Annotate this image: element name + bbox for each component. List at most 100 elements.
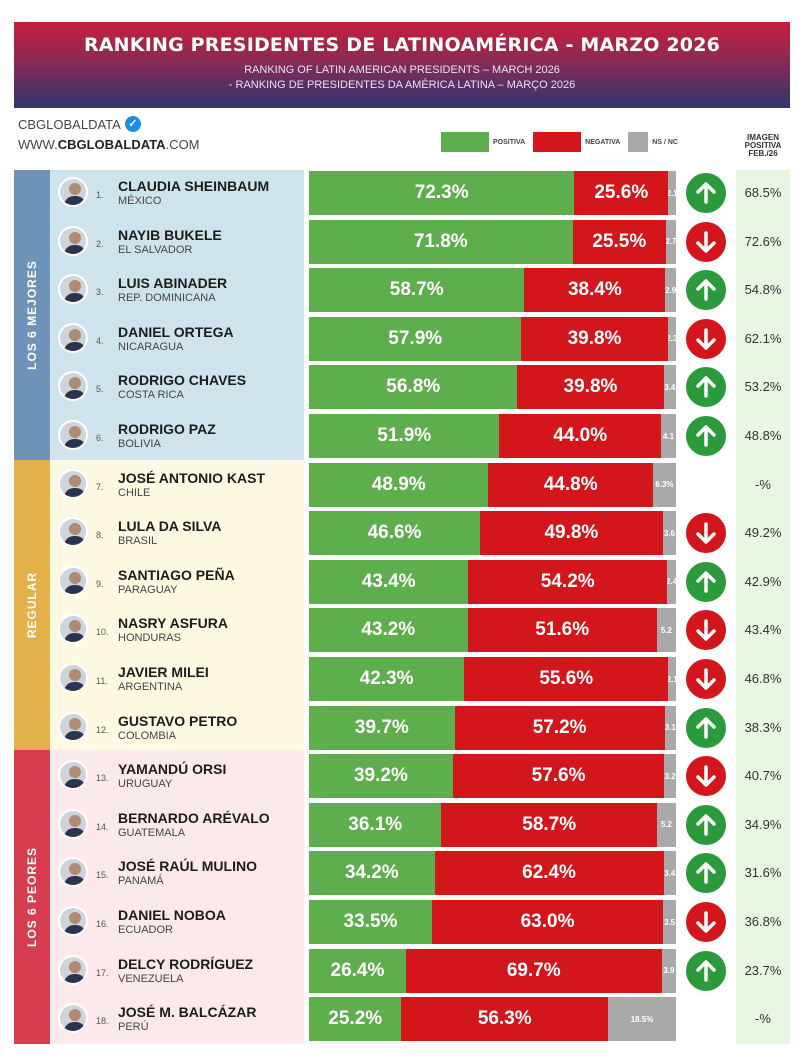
arrow-up-icon [686,853,726,894]
table-row: 17. DELCY RODRÍGUEZ VENEZUELA 26.4% 69.7% 3.9… [0,948,807,996]
previous-positive-image: 68.5% [744,185,782,200]
table-row: 18. JOSÉ M. BALCÁZAR PERÚ 25.2% 56.3% 18.5% -% [0,996,807,1044]
arrow-down-icon [686,610,726,651]
stacked-bar: 57.9% 39.8% 2.3 [309,316,676,361]
rank-number: 18. [96,1016,109,1027]
avatar [58,517,88,548]
country-name: PERÚ [118,1021,149,1034]
stacked-bar: 39.2% 57.6% 3.2 [309,754,676,799]
legend-swatch-positive [441,132,489,152]
subtitle-english: RANKING OF LATIN AMERICAN PRESIDENTS – M… [244,64,560,76]
president-name: JOSÉ ANTONIO KAST [118,469,266,486]
arrow-down-icon [686,318,726,359]
avatar [58,614,88,645]
country-name: BOLIVIA [118,438,161,450]
bar-segment-ns: 5.2 [656,802,676,847]
stacked-bar: 51.9% 44.0% 4.1 [309,414,676,458]
country-name: ARGENTINA [118,681,183,693]
legend-item-ns: NS / NC [628,132,678,152]
bar-segment-negative: 55.6% [464,657,669,701]
country-name: URUGUAY [118,778,173,791]
bar-segment-positive: 71.8% [309,219,573,264]
bar-segment-negative: 63.0% [431,900,664,944]
table-row: 4. DANIEL ORTEGA NICARAGUA 57.9% 39.8% 2.3 62.… [0,316,807,364]
previous-positive-image: 49.2% [744,525,782,541]
arrow-up-icon [686,707,726,748]
rank-number: 5. [96,384,104,395]
arrow-down-icon [686,659,726,699]
stacked-bar: 34.2% 62.4% 3.4 [309,851,676,896]
country-name: NICARAGUA [118,340,184,353]
bar-segment-ns: 18.5% [608,997,676,1042]
brand-block: CBGLOBALDATA ✓ WWW.CBGLOBALDATA.COM [18,116,200,152]
bar-segment-negative: 39.8% [517,365,664,410]
rank-number: 3. [96,287,104,298]
rank-number: 9. [96,578,104,589]
country-name: GUATEMALA [118,826,186,839]
country-name: COSTA RICA [118,389,184,402]
bar-segment-ns: 2.7 [666,219,676,264]
avatar [58,808,88,839]
avatar [58,420,88,450]
bar-segment-positive: 43.4% [309,559,469,604]
header-banner: RANKING PRESIDENTES DE LATINOAMÉRICA - M… [14,22,790,108]
rank-number: 1. [96,190,104,200]
previous-positive-image: 23.7% [744,962,782,978]
table-row: 5. RODRIGO CHAVES COSTA RICA 56.8% 39.8% 3.4 5… [0,364,807,412]
legend-swatch-ns [628,132,649,152]
legend-item-negative: NEGATIVA [533,132,620,152]
image-column-header: IMAGEN POSITIVA FEB./26 [736,134,790,158]
rank-number: 12. [96,724,109,735]
bar-segment-negative: 58.7% [441,802,657,847]
bar-segment-negative: 25.5% [572,219,667,264]
stacked-bar: 43.2% 51.6% 5.2 [309,608,676,653]
bar-segment-positive: 58.7% [309,268,525,313]
bar-segment-positive: 51.9% [309,414,500,458]
bar-segment-negative: 62.4% [434,851,664,896]
previous-positive-image: 43.4% [744,622,782,638]
bar-segment-ns: 4.1 [660,414,676,458]
bar-segment-positive: 56.8% [309,365,518,410]
avatar [58,177,88,207]
rank-number: 13. [96,773,109,784]
rank-number: 4. [96,335,104,346]
country-name: EL SALVADOR [118,243,193,256]
avatar [58,857,88,888]
arrow-down-icon [686,221,726,262]
bar-segment-negative: 51.6% [467,608,657,653]
arrow-up-icon [686,804,726,845]
table-row: 13. YAMANDÚ ORSI URUGUAY 39.2% 57.6% 3.2 40.7% [0,753,807,801]
rank-number: 11. [96,676,108,686]
table-row: 15. JOSÉ RAÚL MULINO PANAMÁ 34.2% 62.4% 3.4 31… [0,850,807,898]
previous-positive-image: 40.7% [744,768,782,784]
stacked-bar: 39.7% 57.2% 3.1 [309,705,676,750]
table-row: 1. CLAUDIA SHEINBAUM MÉXICO 72.3% 25.6% 2.1 68… [0,170,807,218]
group-regular: REGULAR [14,460,304,750]
bar-segment-ns: 3.4 [663,851,676,896]
page-title: RANKING PRESIDENTES DE LATINOAMÉRICA - M… [83,34,721,56]
bar-segment-negative: 39.8% [521,316,668,361]
bar-segment-ns: 3.1 [664,705,676,750]
rank-number: 15. [96,870,109,881]
stacked-bar: 25.2% 56.3% 18.5% [309,997,676,1042]
bar-segment-ns: 2.4 [667,559,676,604]
stacked-bar: 43.4% 54.2% 2.4 [309,559,676,604]
president-name: DANIEL ORTEGA [118,323,234,340]
president-name: JOSÉ RAÚL MULINO [118,858,257,875]
bar-segment-negative: 69.7% [405,948,662,993]
country-name: HONDURAS [118,632,181,645]
table-row: 16. DANIEL NOBOA ECUADOR 33.5% 63.0% 3.5 36.8% [0,899,807,947]
arrow-up-icon [686,173,726,213]
bar-segment-ns: 5.2 [656,608,676,653]
brand-url-prefix: WWW. [18,137,58,152]
arrow-down-icon [686,756,726,797]
avatar [58,711,88,742]
bar-segment-negative: 57.6% [452,754,665,799]
brand-url[interactable]: WWW.CBGLOBALDATA.COM [18,137,200,152]
rank-number: 16. [96,919,109,929]
table-row: 7. JOSÉ ANTONIO KAST CHILE 48.9% 44.8% 6.3% -% [0,462,807,510]
bar-segment-ns: 3.2 [664,754,676,799]
image-column-background [736,170,790,1044]
previous-positive-image: -% [755,476,771,492]
bar-segment-positive: 72.3% [309,171,575,215]
